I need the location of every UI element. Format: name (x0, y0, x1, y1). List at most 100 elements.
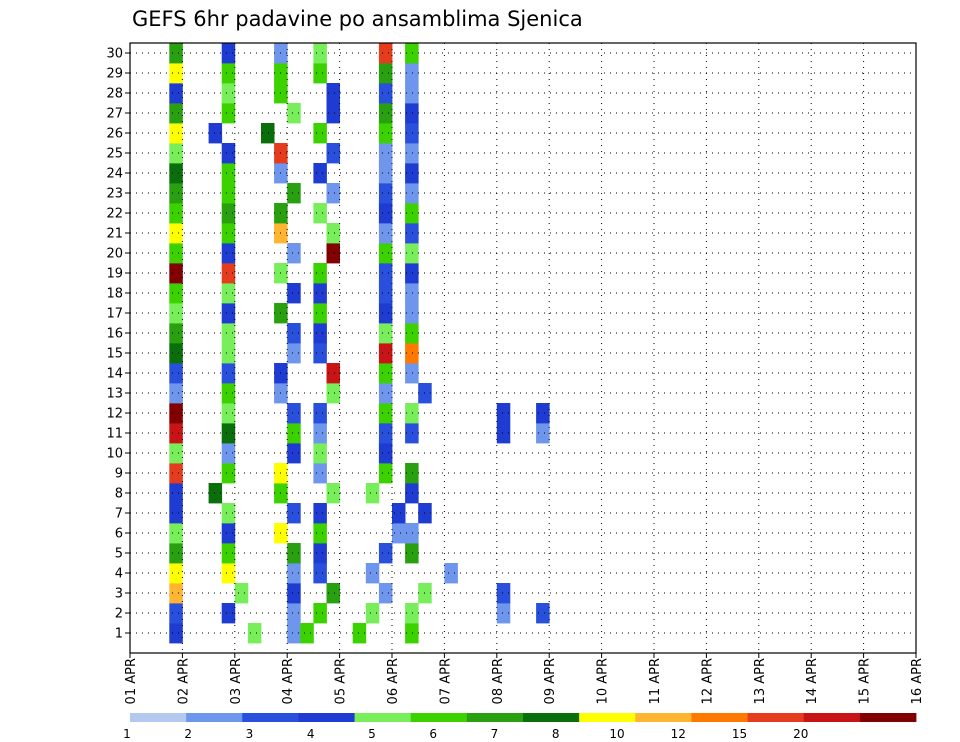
heatmap-cell (496, 423, 511, 444)
y-tick-label: 9 (115, 467, 123, 482)
legend-swatch (466, 713, 524, 722)
y-tick-label: 11 (106, 427, 123, 442)
heatmap-cell (169, 443, 183, 464)
legend-swatch (747, 713, 805, 722)
heatmap-cell (496, 403, 511, 424)
heatmap-cell (313, 403, 327, 424)
heatmap-cell (352, 623, 367, 644)
x-tick-label: 03 APR (229, 658, 244, 704)
heatmap-cell (405, 323, 419, 344)
y-tick-label: 6 (115, 527, 123, 542)
heatmap-cell (169, 363, 183, 384)
heatmap-cell (405, 103, 419, 124)
heatmap-cell (444, 563, 458, 584)
y-tick-label: 26 (106, 127, 123, 142)
heatmap-cell (378, 283, 393, 304)
heatmap-cell (221, 543, 236, 564)
heatmap-cell (405, 63, 419, 84)
heatmap-cell (169, 303, 183, 324)
heatmap-cell (536, 403, 550, 424)
heatmap-cell (169, 263, 183, 284)
heatmap-cell (169, 283, 183, 304)
legend-label: 10 (609, 727, 624, 741)
x-tick-label: 12 APR (700, 658, 715, 704)
heatmap-cell (169, 423, 183, 444)
heatmap-cell (378, 443, 393, 464)
heatmap-cell (378, 583, 393, 604)
heatmap-cell (221, 343, 236, 364)
heatmap-cell (365, 603, 380, 624)
y-tick-label: 5 (115, 547, 123, 562)
heatmap-cell (169, 43, 183, 64)
heatmap-cell (405, 163, 419, 184)
heatmap-cell (221, 243, 236, 264)
heatmap-cell (378, 223, 393, 244)
heatmap-cell (221, 363, 236, 384)
y-tick-label: 16 (106, 327, 123, 342)
heatmap-cell (221, 523, 236, 544)
heatmap-cell (208, 483, 223, 504)
heatmap-cell (405, 363, 419, 384)
heatmap-cell (326, 223, 340, 244)
heatmap-cell (378, 43, 393, 64)
heatmap-cell (221, 503, 236, 524)
heatmap-cell (313, 343, 327, 364)
heatmap-cell (405, 183, 419, 204)
heatmap-cell (405, 223, 419, 244)
heatmap-cell (405, 43, 419, 64)
heatmap-cell (169, 623, 183, 644)
legend-label: 1 (123, 727, 131, 741)
heatmap-cell (326, 143, 340, 164)
heatmap-cell (221, 263, 236, 284)
y-tick-label: 18 (106, 287, 123, 302)
heatmap-cell (378, 403, 393, 424)
y-tick-label: 25 (106, 147, 123, 162)
heatmap-cell (287, 183, 301, 204)
heatmap-cell (405, 463, 419, 484)
heatmap-cell (378, 543, 393, 564)
y-tick-label: 29 (106, 67, 123, 82)
y-tick-label: 7 (115, 507, 123, 522)
y-tick-label: 21 (106, 227, 123, 242)
y-tick-label: 13 (106, 387, 123, 402)
legend-label: 8 (552, 727, 560, 741)
y-tick-label: 2 (115, 607, 123, 622)
heatmap-cell (378, 63, 393, 84)
x-tick-label: 08 APR (491, 658, 506, 704)
legend-label: 2 (184, 727, 192, 741)
x-tick-label: 05 APR (334, 658, 349, 704)
heatmap-cell (405, 423, 419, 444)
heatmap-cell (313, 303, 327, 324)
legend-swatch (523, 713, 580, 722)
heatmap-cell (169, 503, 183, 524)
x-tick-label: 13 APR (753, 658, 768, 704)
heatmap-cell (287, 323, 301, 344)
legend-label: 12 (671, 727, 686, 741)
legend-swatch (691, 713, 748, 722)
y-tick-label: 15 (106, 347, 123, 362)
heatmap-cell (365, 483, 380, 504)
legend-swatch (242, 713, 299, 722)
heatmap-cell (287, 603, 301, 624)
heatmap-cell (405, 483, 419, 504)
heatmap-cell (234, 583, 249, 604)
heatmap-cell (169, 343, 183, 364)
heatmap-cell (405, 203, 419, 224)
heatmap-cell (221, 163, 236, 184)
heatmap-cell (169, 143, 183, 164)
legend-label: 4 (307, 727, 315, 741)
heatmap-cell (169, 563, 183, 584)
heatmap-cell (378, 163, 393, 184)
heatmap-cell (326, 103, 340, 124)
y-tick-label: 3 (115, 587, 123, 602)
heatmap-cell (326, 183, 340, 204)
heatmap-cell (313, 63, 327, 84)
heatmap-cell (287, 583, 301, 604)
heatmap-cell (378, 363, 393, 384)
heatmap-cell (378, 383, 393, 404)
y-tick-label: 24 (106, 167, 123, 182)
legend-label: 6 (429, 727, 437, 741)
heatmap-cell (365, 563, 380, 584)
heatmap-cell (221, 283, 236, 304)
